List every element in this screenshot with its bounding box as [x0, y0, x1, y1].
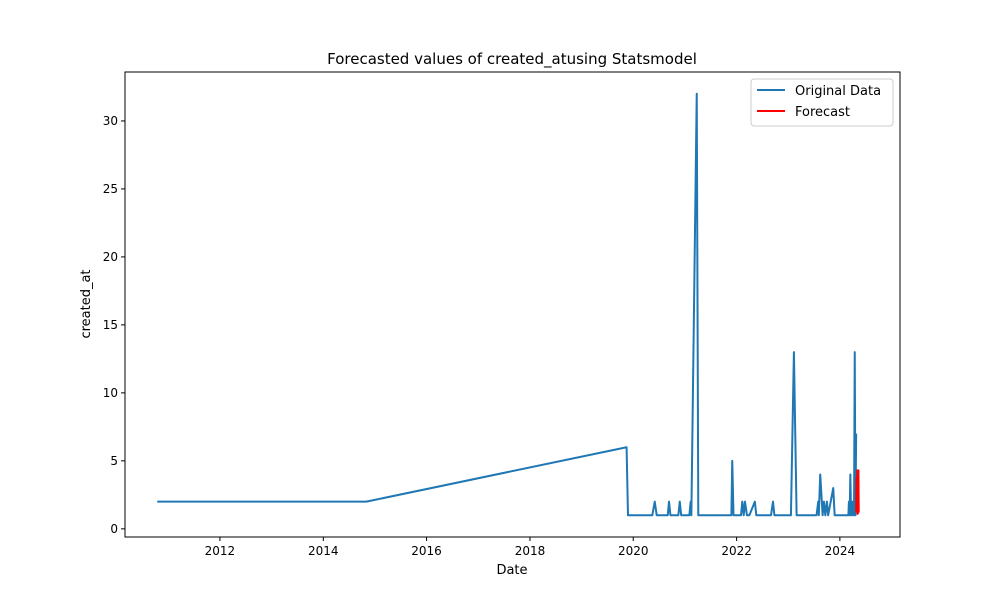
- y-tick-label: 30: [103, 114, 118, 128]
- legend: Original Data Forecast: [750, 78, 894, 127]
- x-tick-label: 2016: [411, 544, 442, 558]
- original-data-series-line: [157, 92, 858, 517]
- forecast-series-line: [855, 469, 860, 515]
- legend-original-data-label: Original Data: [795, 84, 881, 99]
- legend-forecast-label: Forecast: [795, 105, 850, 120]
- x-axis-label: Date: [496, 563, 527, 578]
- y-tick-label: 5: [110, 454, 118, 468]
- legend-box: [750, 78, 894, 127]
- x-axis-ticks: 2012 2014 2016 2018 2020 2022 2024: [205, 537, 856, 558]
- y-tick-label: 15: [103, 318, 118, 332]
- plot-lines: [157, 92, 860, 517]
- x-tick-label: 2022: [721, 544, 752, 558]
- x-tick-label: 2024: [825, 544, 856, 558]
- y-tick-label: 20: [103, 250, 118, 264]
- x-tick-label: 2018: [515, 544, 546, 558]
- y-tick-label: 0: [110, 522, 118, 536]
- x-tick-label: 2012: [205, 544, 236, 558]
- plot-frame: [124, 71, 901, 538]
- x-tick-label: 2014: [308, 544, 339, 558]
- chart-title: Forecasted values of created_atusing Sta…: [327, 50, 697, 69]
- y-tick-label: 10: [103, 386, 118, 400]
- y-axis-ticks: 0 5 10 15 20 25 30: [103, 114, 125, 536]
- x-tick-label: 2020: [618, 544, 649, 558]
- y-tick-label: 25: [103, 182, 118, 196]
- y-axis-label: created_at: [79, 269, 94, 338]
